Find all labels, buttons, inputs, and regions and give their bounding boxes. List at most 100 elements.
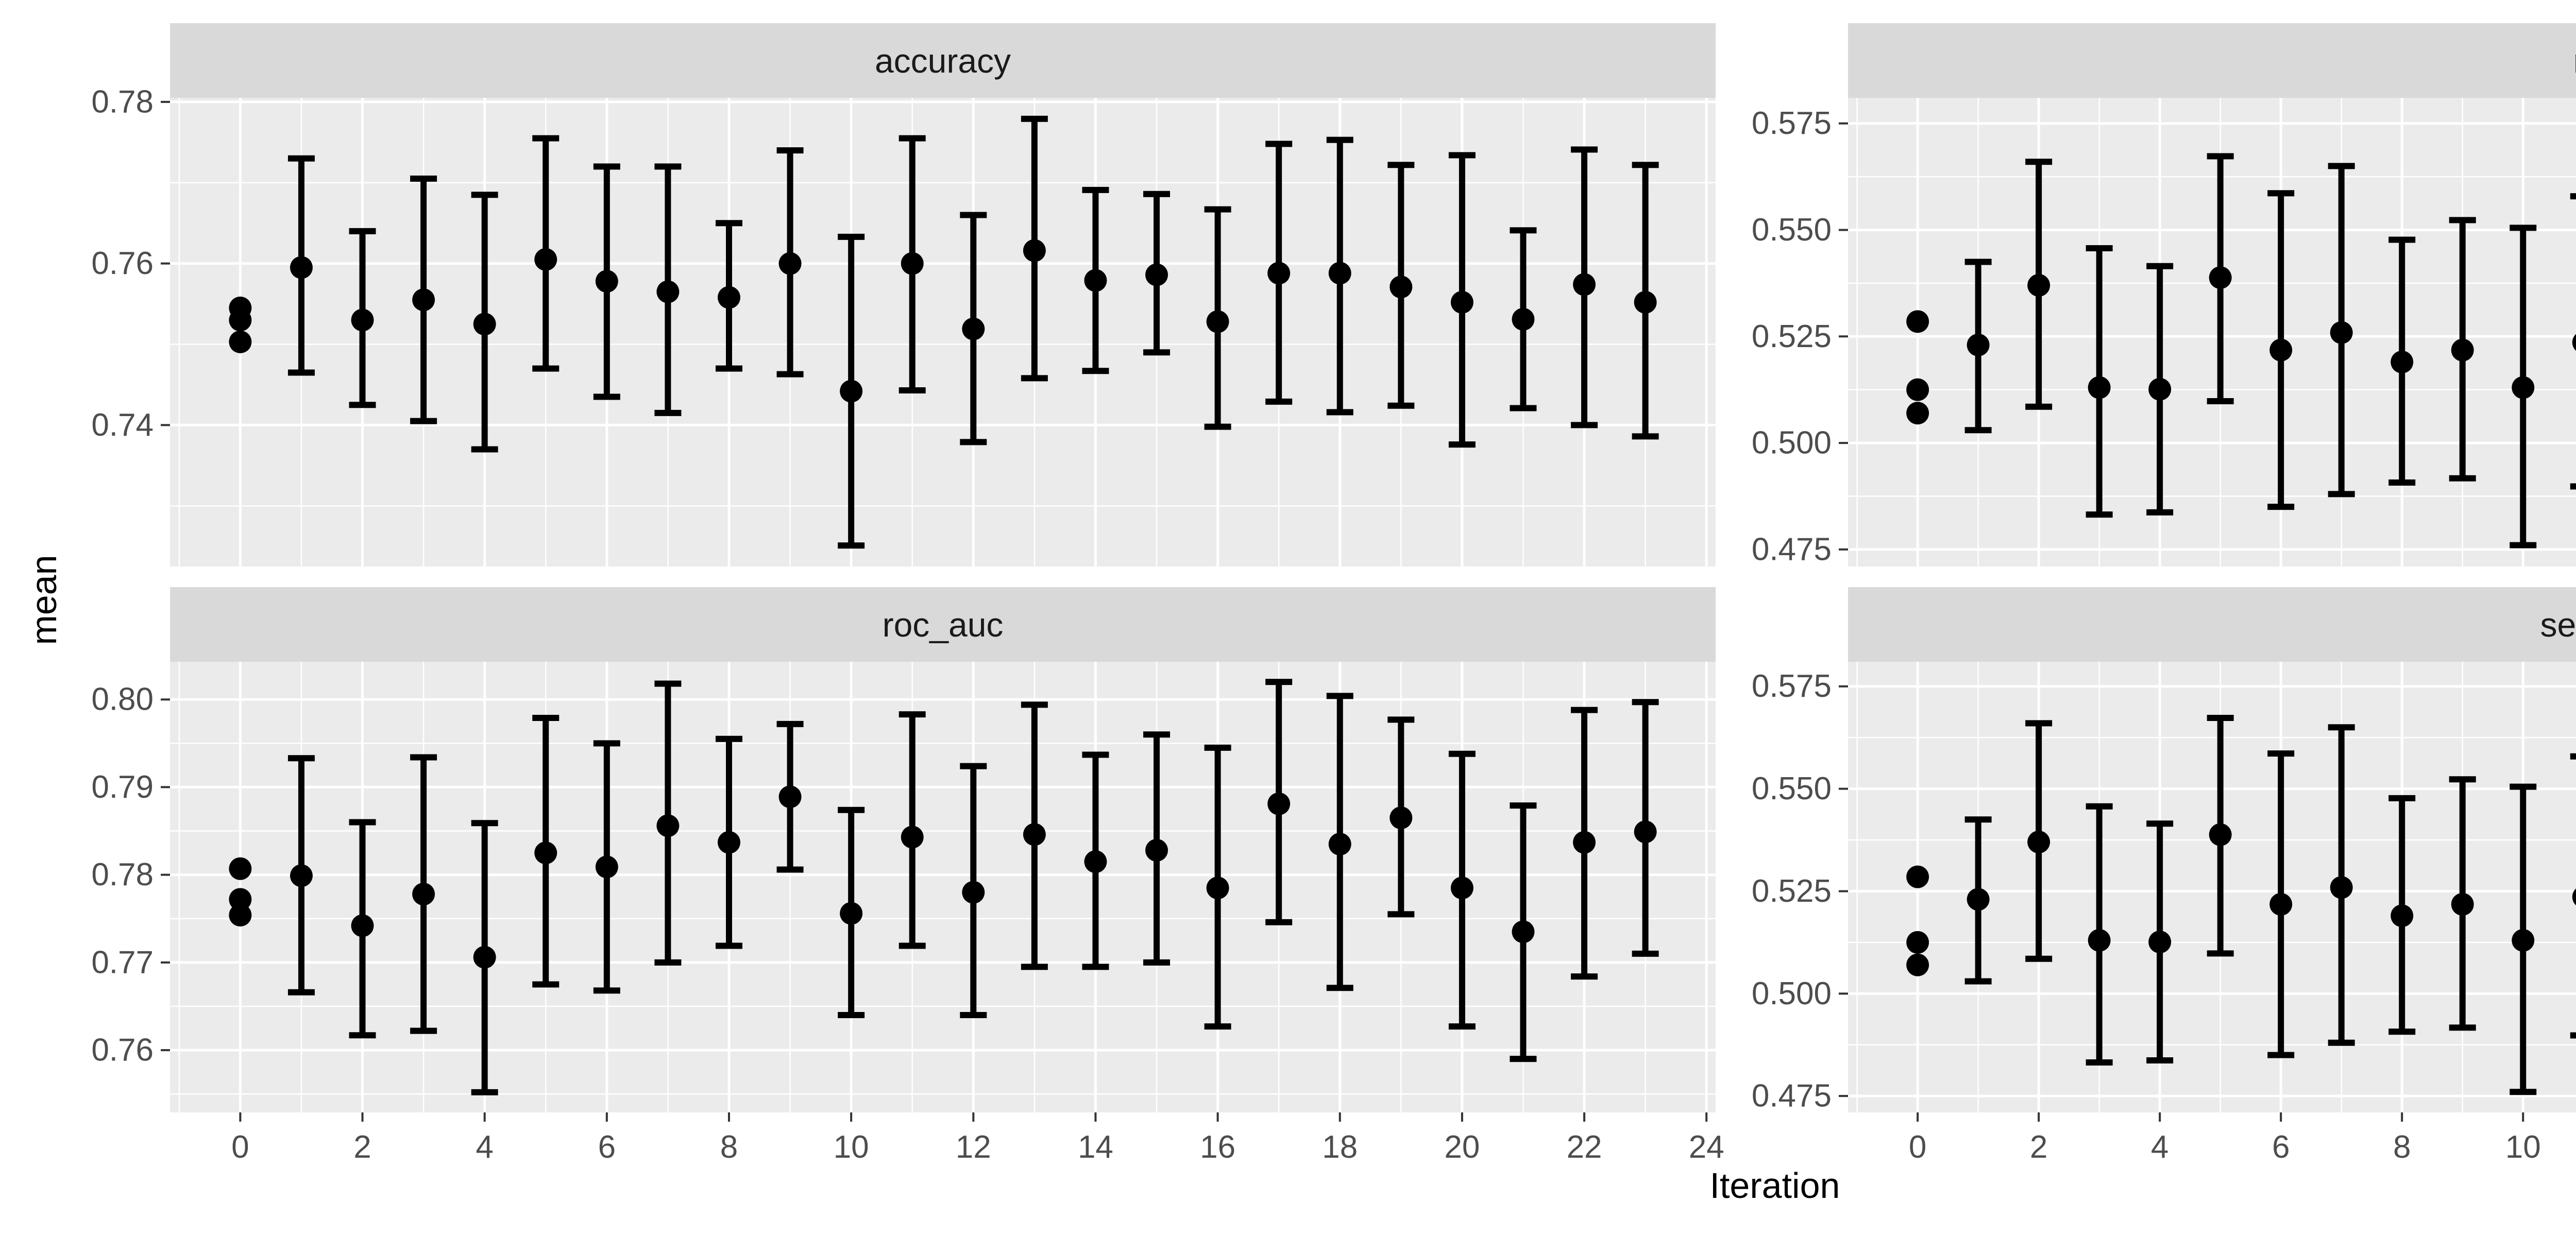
x-axis-tick-label: 24: [1689, 1129, 1724, 1165]
data-point: [1450, 290, 1473, 314]
data-point: [2572, 888, 2576, 905]
y-axis-tick-label: 0.78: [91, 857, 154, 892]
x-axis-tick-label: 10: [2505, 1129, 2541, 1165]
data-point: [2088, 376, 2111, 399]
baseline-data-point: [229, 330, 252, 353]
data-point: [290, 256, 313, 279]
data-point: [412, 288, 435, 312]
data-point: [290, 864, 313, 887]
x-axis-tick-label: 0: [231, 1129, 249, 1165]
data-point: [1389, 276, 1413, 299]
facet-title-roc-auc: roc_auc: [882, 605, 1004, 644]
data-point: [2391, 350, 2414, 373]
data-point: [840, 380, 863, 403]
baseline-data-point: [229, 857, 252, 880]
data-point: [656, 814, 680, 837]
data-point: [1206, 877, 1229, 900]
data-point: [2088, 929, 2111, 952]
y-axis-tick-label: 0.76: [91, 246, 154, 281]
x-axis-tick-label: 2: [353, 1129, 371, 1165]
data-point: [2027, 274, 2050, 297]
data-point: [1206, 310, 1229, 333]
y-axis-tick-label: 0.500: [1752, 425, 1832, 461]
panel-background: [170, 98, 1716, 566]
x-axis-tick-label: 10: [834, 1129, 869, 1165]
data-point: [1023, 239, 1046, 262]
data-point: [2391, 904, 2414, 928]
facet-strip-accuracy: accuracy: [170, 23, 1716, 98]
baseline-data-point: [1906, 310, 1929, 333]
data-point: [717, 286, 740, 309]
data-point: [1023, 823, 1046, 846]
y-axis-tick-label: 0.525: [1752, 873, 1832, 909]
data-point: [1145, 263, 1168, 286]
y-axis-tick-label: 0.525: [1752, 319, 1832, 354]
y-axis-tick-label: 0.575: [1752, 106, 1832, 141]
data-point: [1634, 820, 1657, 844]
panel-background: [1848, 662, 2576, 1112]
y-axis-title: mean: [24, 555, 64, 645]
y-axis-tick-label: 0.78: [91, 84, 154, 119]
data-point: [2512, 929, 2535, 952]
baseline-data-point: [229, 903, 252, 926]
x-axis-tick-label: 4: [2151, 1129, 2168, 1165]
x-axis-tick-label: 16: [1200, 1129, 1235, 1165]
baseline-data-point: [1906, 931, 1929, 954]
y-axis-tick-label: 0.575: [1752, 668, 1832, 704]
y-axis-tick-label: 0.500: [1752, 976, 1832, 1011]
baseline-data-point: [229, 308, 252, 332]
data-point: [901, 826, 924, 849]
facet-title-accuracy: accuracy: [874, 41, 1011, 80]
x-axis-tick-label: 14: [1078, 1129, 1113, 1165]
data-point: [717, 831, 740, 854]
data-point: [2572, 334, 2576, 351]
x-axis-tick-label: 22: [1567, 1129, 1602, 1165]
data-point: [1512, 920, 1535, 943]
data-point: [778, 252, 802, 275]
data-point: [412, 883, 435, 906]
data-point: [351, 308, 374, 332]
x-axis-tick-label: 18: [1322, 1129, 1358, 1165]
x-axis-title: Iteration: [1709, 1165, 1840, 1206]
data-point: [656, 280, 680, 303]
data-point: [1389, 806, 1413, 830]
data-point: [1634, 290, 1657, 314]
facet-title-sensitivity: sensitivity: [2540, 605, 2576, 644]
data-point: [1967, 888, 1990, 911]
data-point: [840, 902, 863, 925]
y-axis-tick-label: 0.79: [91, 769, 154, 805]
data-point: [2027, 831, 2050, 853]
data-point: [1267, 262, 1291, 285]
data-point: [473, 313, 496, 336]
facet-strip-roc-auc: roc_auc: [170, 587, 1716, 662]
data-point: [1512, 307, 1535, 331]
baseline-data-point: [1906, 953, 1929, 976]
facet-strip-recall: recall: [1848, 23, 2576, 98]
data-point: [534, 842, 557, 865]
data-point: [1328, 262, 1351, 285]
data-point: [1084, 850, 1107, 873]
data-point: [1084, 269, 1107, 292]
data-point: [2209, 823, 2232, 846]
data-point: [2148, 377, 2172, 401]
data-point: [473, 946, 496, 969]
y-axis-tick-label: 0.475: [1752, 1078, 1832, 1114]
facet-strip-sensitivity: sensitivity: [1848, 587, 2576, 662]
panel-background: [170, 662, 1716, 1112]
panel-background: [1848, 98, 2576, 566]
facet-title-recall: recall: [2573, 41, 2576, 80]
data-point: [2330, 876, 2353, 899]
x-axis-tick-label: 6: [2272, 1129, 2290, 1165]
data-point: [1328, 833, 1351, 856]
y-axis-tick-label: 0.80: [91, 682, 154, 717]
data-point: [2269, 892, 2293, 916]
data-point: [1145, 839, 1168, 862]
x-axis-tick-label: 4: [476, 1129, 493, 1165]
y-axis-tick-label: 0.76: [91, 1033, 154, 1068]
data-point: [962, 881, 985, 904]
y-axis-tick-label: 0.475: [1752, 531, 1832, 567]
x-axis-tick-label: 6: [598, 1129, 616, 1165]
data-point: [778, 785, 802, 809]
x-axis-tick-label: 12: [956, 1129, 991, 1165]
